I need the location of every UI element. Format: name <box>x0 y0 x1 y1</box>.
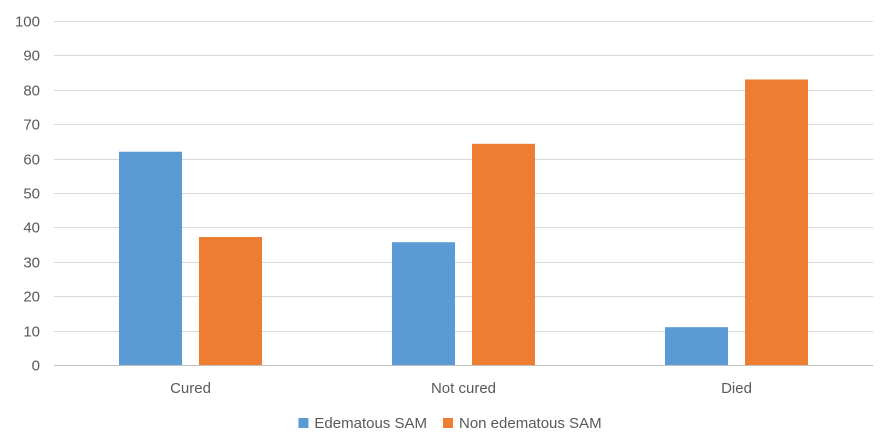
bar-non-edematous-sam-not-cured <box>472 143 535 365</box>
legend-swatch <box>298 418 309 428</box>
y-tick-label: 90 <box>23 48 40 65</box>
legend-label: Edematous SAM <box>314 415 427 432</box>
y-tick-label: 100 <box>15 14 40 31</box>
bar-non-edematous-sam-cured <box>199 237 262 365</box>
legend: Edematous SAM Non edematous SAM <box>298 415 602 432</box>
bar-edematous-sam-not-cured <box>392 242 455 365</box>
y-tick-label: 40 <box>23 220 40 237</box>
x-category-label: Not cured <box>431 380 496 397</box>
y-tick-label: 50 <box>23 186 40 203</box>
bar-edematous-sam-died <box>665 327 728 365</box>
bar-edematous-sam-cured <box>119 151 182 365</box>
legend-swatch <box>442 418 453 428</box>
x-axis-category-labels: Cured Not cured Died <box>170 380 752 397</box>
y-axis-tick-labels: 0 10 20 30 40 50 60 70 80 90 100 <box>15 14 40 375</box>
bar-non-edematous-sam-died <box>745 79 808 365</box>
x-category-label: Died <box>721 380 752 397</box>
x-category-label: Cured <box>170 380 211 397</box>
y-tick-label: 30 <box>23 255 40 272</box>
y-tick-label: 20 <box>23 289 40 306</box>
gridlines <box>54 21 873 366</box>
y-tick-label: 70 <box>23 117 40 134</box>
legend-label: Non edematous SAM <box>459 415 602 432</box>
y-tick-label: 0 <box>32 358 40 375</box>
y-tick-label: 10 <box>23 324 40 341</box>
y-tick-label: 60 <box>23 152 40 169</box>
y-tick-label: 80 <box>23 83 40 100</box>
bars <box>119 79 808 365</box>
